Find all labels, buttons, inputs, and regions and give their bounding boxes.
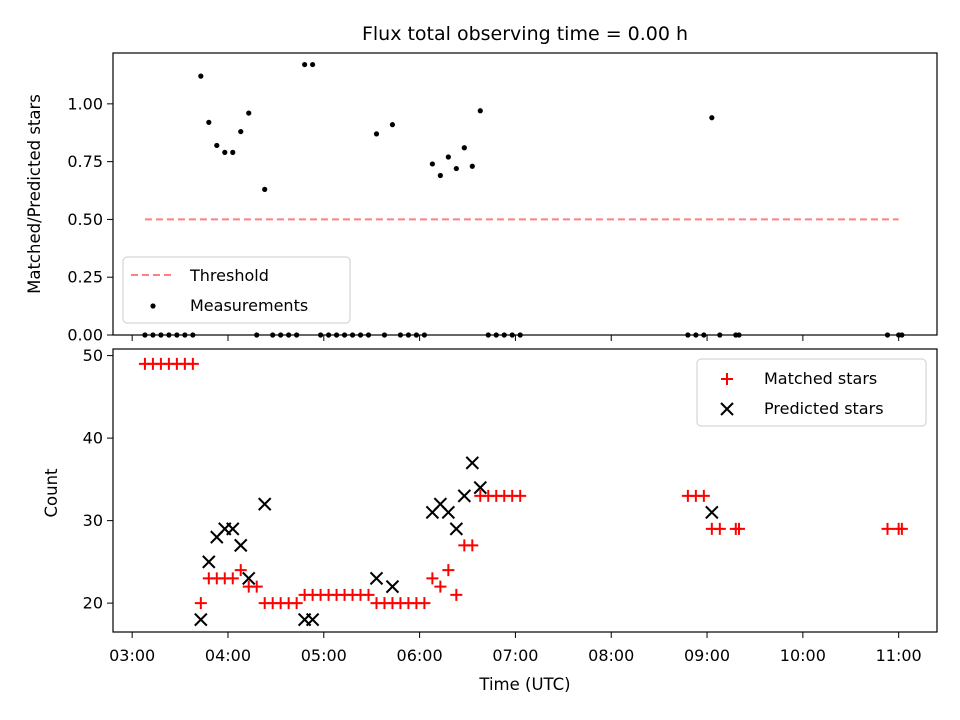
x-tick-label: 08:00 [588, 646, 634, 665]
measurement-point [453, 165, 459, 172]
legend-predicted-label: Predicted stars [764, 399, 884, 418]
x-tick-label: 09:00 [684, 646, 730, 665]
matched-star-point [226, 572, 239, 585]
measurement-point [238, 128, 244, 135]
predicted-star-point [194, 612, 208, 627]
matched-star-point [442, 564, 455, 577]
matched-star-point [234, 564, 247, 577]
matched-star-point [466, 539, 479, 552]
measurement-point [246, 110, 252, 116]
matched-star-point [426, 572, 439, 585]
matched-star-point [434, 580, 447, 593]
y-tick-label-bottom: 40 [83, 429, 103, 448]
legend-box-top [122, 256, 351, 324]
matched-star-point [713, 522, 726, 535]
matched-star-point [895, 522, 908, 535]
predicted-star-point [705, 505, 719, 520]
measurement-point [461, 145, 467, 151]
legend-measurements-swatch [150, 303, 156, 309]
predicted-star-point [257, 497, 272, 511]
y-axis-label-top: Matched/Predicted stars [25, 94, 44, 294]
predicted-star-point [385, 579, 400, 594]
y-tick-label-bottom: 50 [83, 346, 103, 365]
matched-star-point [250, 580, 263, 593]
measurement-point [437, 172, 443, 179]
measurement-point [302, 61, 308, 68]
measurement-point [445, 154, 451, 160]
matched-star-point [186, 357, 199, 370]
matched-star-point [697, 489, 710, 502]
legend-matched-swatch [721, 373, 733, 385]
predicted-star-point [441, 505, 456, 520]
x-tick-label: 11:00 [876, 646, 922, 665]
legend-threshold-label: Threshold [189, 266, 269, 285]
predicted-star-point [457, 489, 472, 503]
measurement-point [429, 161, 435, 167]
predicted-star-point [305, 612, 320, 627]
predicted-star-point [473, 480, 487, 495]
predicted-star-point [369, 571, 384, 586]
x-tick-label: 10:00 [780, 646, 826, 665]
y-tick-label-top: 1.00 [67, 94, 103, 113]
measurement-point [389, 122, 396, 128]
y-tick-label-bottom: 30 [83, 511, 103, 530]
y-tick-label-top: 0.25 [67, 268, 103, 287]
predicted-star-point [226, 522, 240, 536]
y-axis-label-bottom: Count [42, 468, 61, 518]
predicted-star-point [242, 571, 256, 586]
measurement-point [206, 119, 212, 125]
matched-star-point [418, 597, 431, 610]
measurement-point [230, 149, 236, 155]
measurement-point [469, 163, 475, 169]
matched-star-point [881, 522, 894, 535]
measurement-point [477, 108, 483, 114]
matched-star-point [290, 597, 303, 610]
x-tick-label: 04:00 [205, 646, 251, 665]
measurement-point [310, 61, 316, 68]
y-tick-label-top: 0.50 [67, 210, 103, 229]
predicted-star-point [465, 456, 480, 470]
x-axis-label: Time (UTC) [478, 675, 570, 694]
y-tick-label-bottom: 20 [83, 594, 103, 613]
measurement-point [222, 149, 228, 155]
matched-star-point [194, 597, 207, 610]
predicted-star-point [449, 522, 464, 536]
chart-title: Flux total observing time = 0.00 h [362, 23, 688, 45]
x-tick-label: 07:00 [492, 646, 538, 665]
measurement-point [198, 73, 204, 79]
legend-bottom: Matched stars Predicted stars [696, 358, 927, 427]
plot-frame-top [112, 52, 938, 336]
ratio-panel: Flux total observing time = 0.00 h Match… [25, 23, 938, 345]
measurement-point [214, 142, 220, 149]
plot-frame-bottom [112, 348, 938, 633]
y-tick-label-top: 0.75 [67, 152, 103, 171]
legend-top: Threshold Measurements [122, 256, 351, 324]
matched-star-point [362, 588, 375, 601]
x-tick-label: 06:00 [397, 646, 443, 665]
count-panel: Count Time (UTC) 20 30 40 50 03:00 04:00 05:0… [42, 346, 938, 694]
predicted-star-point [234, 538, 248, 553]
matched-star-point [732, 522, 745, 535]
x-tick-label: 03:00 [109, 646, 155, 665]
measurement-point [373, 131, 380, 137]
matched-star-point [450, 588, 463, 601]
predicted-star-point [202, 555, 216, 569]
legend-measurements-label: Measurements [190, 296, 308, 315]
legend-box-bottom [696, 358, 927, 427]
measurement-point [262, 186, 268, 192]
legend-matched-label: Matched stars [764, 369, 877, 388]
matched-star-point [514, 489, 527, 502]
x-tick-label: 05:00 [301, 646, 347, 665]
y-tick-label-top: 0.00 [67, 326, 103, 345]
measurement-point [709, 115, 715, 121]
legend-predicted-swatch [720, 402, 734, 416]
